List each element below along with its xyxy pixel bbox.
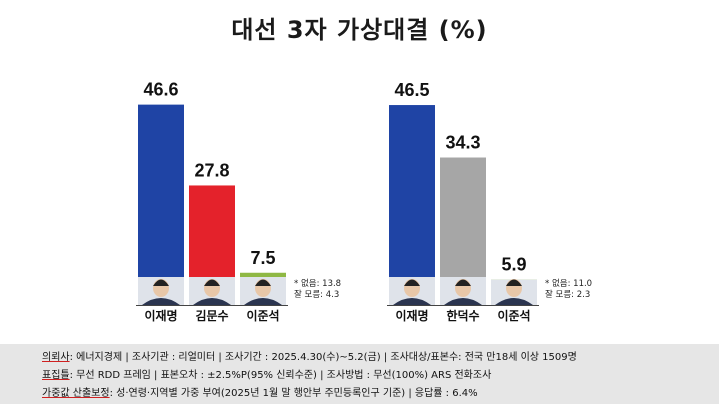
candidate-hair-2-3 [506, 279, 522, 286]
candidate-suit-2-2 [444, 298, 482, 305]
value-label-1-3: 7.5 [250, 248, 275, 268]
candidate-name-1-1: 이재명 [144, 308, 177, 323]
footer-key-frame: 표집틀 [42, 370, 70, 381]
candidate-suit-1-3 [244, 298, 282, 305]
chart-note-1-1: * 없음: 13.8 [294, 279, 341, 289]
chart-note-2-1: * 없음: 11.0 [545, 279, 592, 289]
candidate-suit-2-3 [495, 298, 533, 305]
chart-note-2-2: 잘 모름: 2.3 [545, 289, 590, 300]
footer-key-weight: 가중값 산출보정 [42, 388, 110, 399]
candidate-hair-2-1 [404, 279, 420, 286]
survey-footer: 의뢰사: 에너지경제 | 조사기관 : 리얼미터 | 조사기간 : 2025.4… [0, 344, 719, 404]
footer-text-3: : 성·연령·지역별 가중 부여(2025년 1월 말 행안부 주민등록인구 기… [109, 388, 478, 399]
candidate-name-1-3: 이준석 [246, 308, 279, 323]
footer-line-3: 가중값 산출보정: 성·연령·지역별 가중 부여(2025년 1월 말 행안부 … [42, 384, 478, 399]
candidate-suit-1-1 [142, 298, 180, 305]
footer-key-client: 의뢰사 [42, 352, 70, 363]
bar-1-1 [138, 104, 184, 306]
chart-panel-1: 46.6 이재명 27.8 김문수 7.5 이준석 * 없음: 13.8잘 모름: 4.3 [136, 80, 341, 323]
value-label-2-3: 5.9 [501, 255, 526, 275]
value-label-2-1: 46.5 [394, 80, 429, 100]
candidate-suit-1-2 [193, 298, 231, 305]
candidate-name-2-3: 이준석 [497, 308, 530, 323]
candidate-hair-2-2 [455, 279, 471, 286]
value-label-2-2: 34.3 [445, 133, 480, 153]
chart-note-1-2: 잘 모름: 4.3 [294, 289, 339, 300]
footer-text-2: : 무선 RDD 프레임 | 표본오차 : ±2.5%P(95% 신뢰수준) |… [69, 370, 492, 381]
footer-text-1: : 에너지경제 | 조사기관 : 리얼미터 | 조사기간 : 2025.4.30… [69, 352, 577, 363]
value-label-1-2: 27.8 [194, 160, 229, 180]
footer-line-2: 표집틀: 무선 RDD 프레임 | 표본오차 : ±2.5%P(95% 신뢰수준… [42, 366, 491, 381]
candidate-name-2-2: 한덕수 [446, 308, 479, 323]
candidate-hair-1-2 [204, 279, 220, 286]
footer-line-1: 의뢰사: 에너지경제 | 조사기관 : 리얼미터 | 조사기간 : 2025.4… [42, 348, 577, 363]
candidate-hair-1-1 [153, 279, 169, 286]
candidate-name-2-1: 이재명 [395, 308, 428, 323]
candidate-name-1-2: 김문수 [195, 308, 228, 323]
value-label-1-1: 46.6 [143, 80, 178, 100]
candidate-hair-1-3 [255, 279, 271, 286]
candidate-suit-2-1 [393, 298, 431, 305]
chart-title: 대선 3자 가상대결 (%) [231, 16, 488, 44]
bar-2-1 [389, 105, 435, 305]
chart-panel-2: 46.5 이재명 34.3 한덕수 5.9 이준석 * 없음: 11.0잘 모름: 2.3 [387, 80, 592, 323]
